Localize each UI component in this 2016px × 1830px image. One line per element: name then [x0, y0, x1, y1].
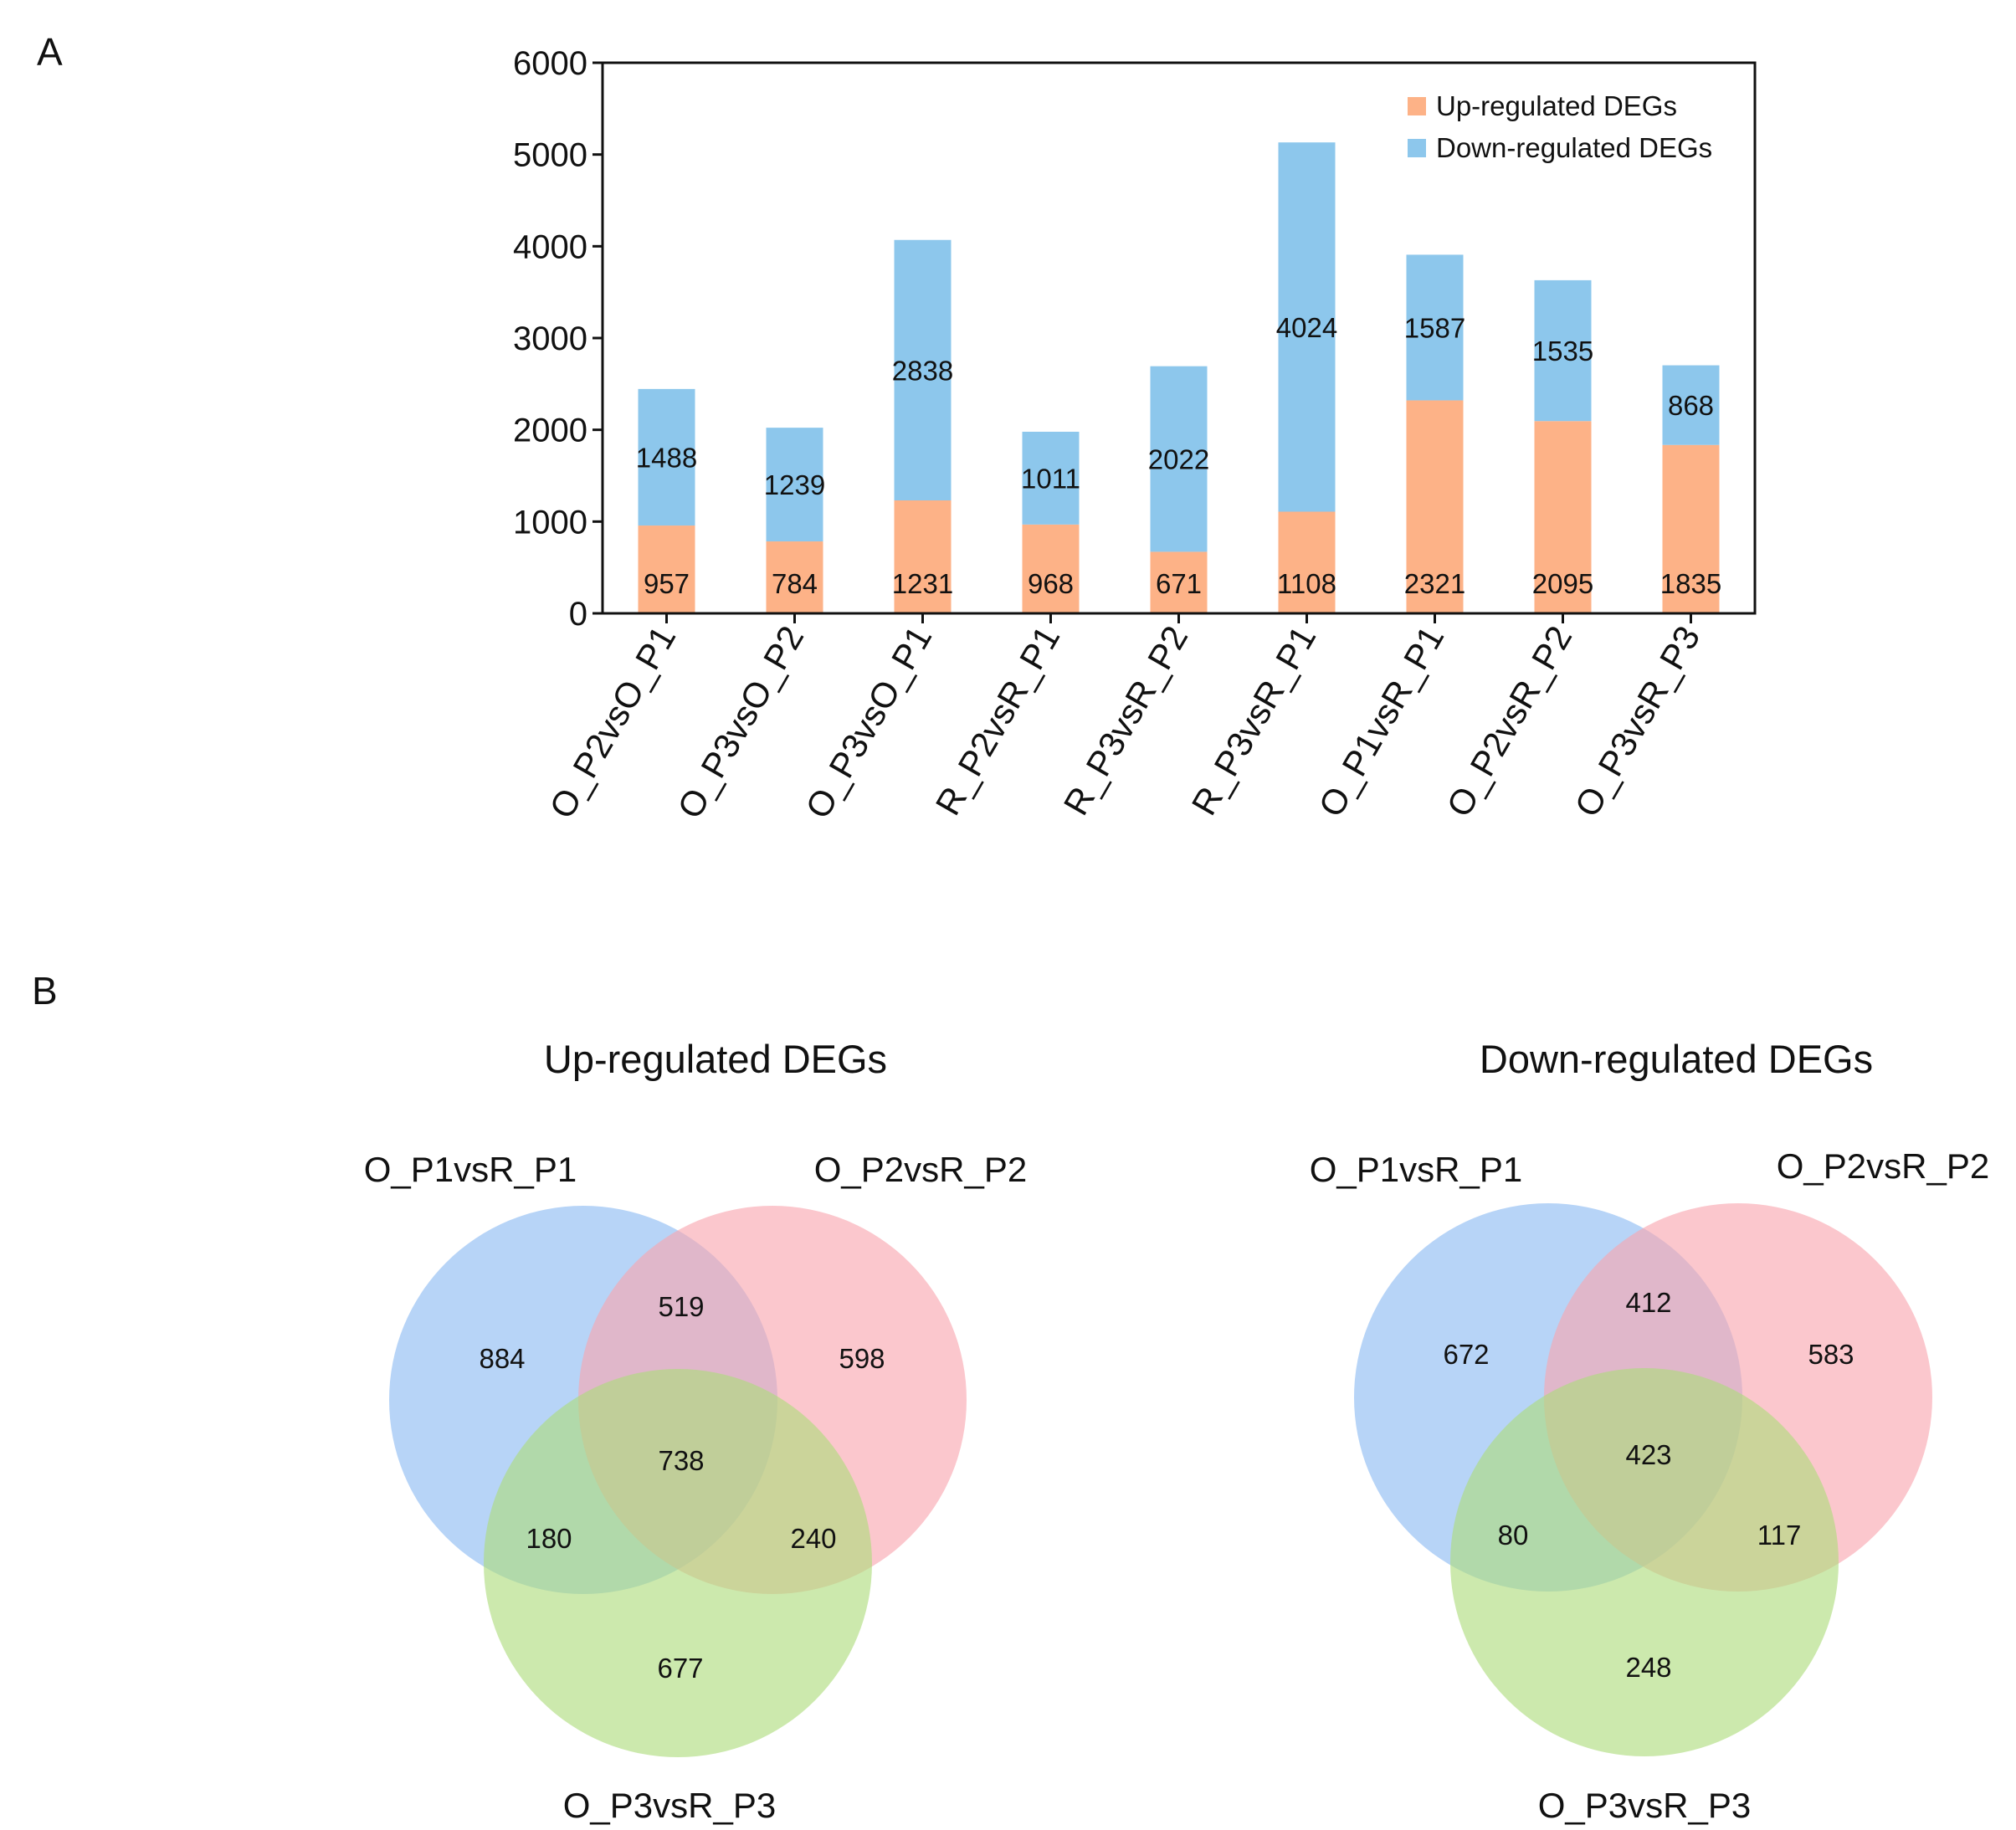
venn-title: Up-regulated DEGs	[544, 1037, 887, 1081]
x-category-label: O_P2vsR_P2	[1439, 619, 1579, 823]
venn-value-1-2-3: 423	[1625, 1439, 1671, 1470]
data-label-up-R_P2vsR_P1: 968	[1028, 568, 1074, 599]
x-category-label: O_P3vsR_P3	[1567, 619, 1707, 823]
venn-title: Down-regulated DEGs	[1480, 1037, 1873, 1081]
venn-value-2-3: 240	[790, 1523, 836, 1554]
bar-down-O_P3vsO_P2	[766, 428, 823, 542]
y-tick-label: 4000	[513, 228, 587, 265]
bar-data-labels: 957 1488 784 1239 1231 2838 968 1011 671 2022 1108…	[636, 312, 1721, 599]
venn-value-only-2: 583	[1808, 1339, 1854, 1370]
data-label-down-R_P3vsR_P1: 4024	[1276, 312, 1337, 343]
venn-set-label-3: O_P3vsR_P3	[1538, 1786, 1751, 1825]
venn-value-1-2: 519	[658, 1291, 704, 1322]
data-label-down-O_P2vsR_P2: 1535	[1532, 336, 1593, 367]
data-label-up-O_P3vsR_P3: 1835	[1660, 568, 1721, 599]
data-label-down-R_P3vsR_P2: 2022	[1148, 444, 1209, 475]
bar-down-O_P2vsO_P1	[638, 388, 695, 526]
legend-label-up: Up-regulated DEGs	[1436, 90, 1677, 121]
legend-label-down: Down-regulated DEGs	[1436, 132, 1712, 163]
bar-up-O_P3vsO_P1	[894, 500, 952, 613]
bar-up-R_P3vsR_P2	[1150, 551, 1208, 613]
y-tick-label: 0	[569, 596, 587, 633]
y-tick-label: 3000	[513, 320, 587, 357]
bar-up-O_P1vsR_P1	[1406, 400, 1464, 613]
venn-down-regulated: Down-regulated DEGs O_P1vsR_P1 O_P2vsR_P…	[1310, 1037, 1989, 1825]
data-label-down-R_P2vsR_P1: 1011	[1021, 463, 1080, 494]
venn-set-label-3: O_P3vsR_P3	[563, 1786, 776, 1825]
venn-value-1-3: 180	[526, 1523, 572, 1554]
data-label-down-O_P1vsR_P1: 1587	[1404, 312, 1465, 343]
venn-value-1-2-3: 738	[658, 1445, 704, 1476]
legend: Up-regulated DEGs Down-regulated DEGs	[1408, 90, 1712, 163]
data-label-up-O_P2vsR_P2: 2095	[1532, 568, 1593, 599]
x-category-label: R_P2vsR_P1	[928, 619, 1068, 822]
venn-circle-set3	[1450, 1368, 1839, 1756]
x-category-label: R_P3vsR_P1	[1184, 619, 1324, 822]
stacked-bar-chart: 957 1488 784 1239 1231 2838 968 1011 671 2022 1108…	[513, 45, 1757, 825]
x-category-label: R_P3vsR_P2	[1056, 619, 1196, 822]
data-label-up-R_P3vsR_P2: 671	[1156, 568, 1202, 599]
data-label-down-O_P2vsO_P1: 1488	[636, 442, 697, 473]
x-category-label: O_P3vsO_P2	[669, 619, 811, 825]
bar-up-O_P2vsO_P1	[638, 525, 695, 613]
data-label-up-O_P2vsO_P1: 957	[644, 568, 690, 599]
data-label-up-R_P3vsR_P1: 1108	[1277, 568, 1336, 599]
venn-value-only-1: 672	[1443, 1339, 1489, 1370]
venn-value-1-3: 80	[1498, 1520, 1529, 1551]
panel-label-b: B	[32, 969, 58, 1012]
bar-up-R_P2vsR_P1	[1022, 524, 1080, 613]
bar-series-group	[638, 142, 1720, 613]
data-label-down-O_P3vsO_P2: 1239	[764, 469, 825, 500]
bar-up-O_P2vsR_P2	[1534, 421, 1592, 613]
bar-up-R_P3vsR_P1	[1278, 511, 1336, 613]
venn-value-1-2: 412	[1625, 1287, 1671, 1318]
venn-value-only-3: 677	[657, 1653, 703, 1684]
bar-down-O_P3vsR_P3	[1662, 365, 1720, 445]
y-tick-label: 1000	[513, 504, 587, 541]
data-label-up-O_P3vsO_P2: 784	[772, 568, 818, 599]
data-label-down-O_P3vsR_P3: 868	[1668, 390, 1714, 421]
x-category-label: O_P2vsO_P1	[541, 619, 683, 825]
legend-swatch-up	[1408, 97, 1426, 115]
bar-down-R_P2vsR_P1	[1022, 431, 1080, 525]
venn-value-only-3: 248	[1625, 1652, 1671, 1683]
y-tick-label: 5000	[513, 137, 587, 174]
venn-set-label-1: O_P1vsR_P1	[1310, 1150, 1522, 1189]
x-category-label: O_P3vsO_P1	[798, 619, 939, 825]
venn-value-only-2: 598	[839, 1343, 885, 1374]
y-tick-label: 2000	[513, 413, 587, 449]
venn-set-label-2: O_P2vsR_P2	[814, 1150, 1027, 1189]
venn-value-2-3: 117	[1757, 1520, 1802, 1551]
data-label-down-O_P3vsO_P1: 2838	[892, 355, 953, 386]
bar-up-O_P3vsR_P3	[1662, 444, 1720, 613]
y-axis-ticks: 0 1000 2000 3000 4000 5000 6000	[513, 45, 603, 633]
bar-down-R_P3vsR_P1	[1278, 142, 1336, 512]
bar-up-O_P3vsO_P2	[766, 541, 823, 613]
panel-label-a: A	[37, 30, 63, 74]
bar-down-O_P2vsR_P2	[1534, 279, 1592, 422]
legend-swatch-down	[1408, 139, 1426, 157]
data-label-up-O_P3vsO_P1: 1231	[892, 568, 953, 599]
bar-down-O_P3vsO_P1	[894, 239, 952, 501]
x-category-label: O_P1vsR_P1	[1311, 619, 1451, 823]
bar-down-R_P3vsR_P2	[1150, 366, 1208, 552]
venn-up-regulated: Up-regulated DEGs O_P1vsR_P1 O_P2vsR_P2 …	[364, 1037, 1027, 1825]
data-label-up-O_P1vsR_P1: 2321	[1404, 568, 1465, 599]
bar-down-O_P1vsR_P1	[1406, 254, 1464, 401]
venn-set-label-1: O_P1vsR_P1	[364, 1150, 577, 1189]
venn-value-only-1: 884	[479, 1343, 525, 1374]
x-axis-ticks: O_P2vsO_P1O_P3vsO_P2O_P3vsO_P1R_P2vsR_P1…	[541, 613, 1707, 825]
venn-circle-set3	[484, 1369, 872, 1757]
venn-set-label-2: O_P2vsR_P2	[1777, 1146, 1989, 1186]
y-tick-label: 6000	[513, 45, 587, 82]
